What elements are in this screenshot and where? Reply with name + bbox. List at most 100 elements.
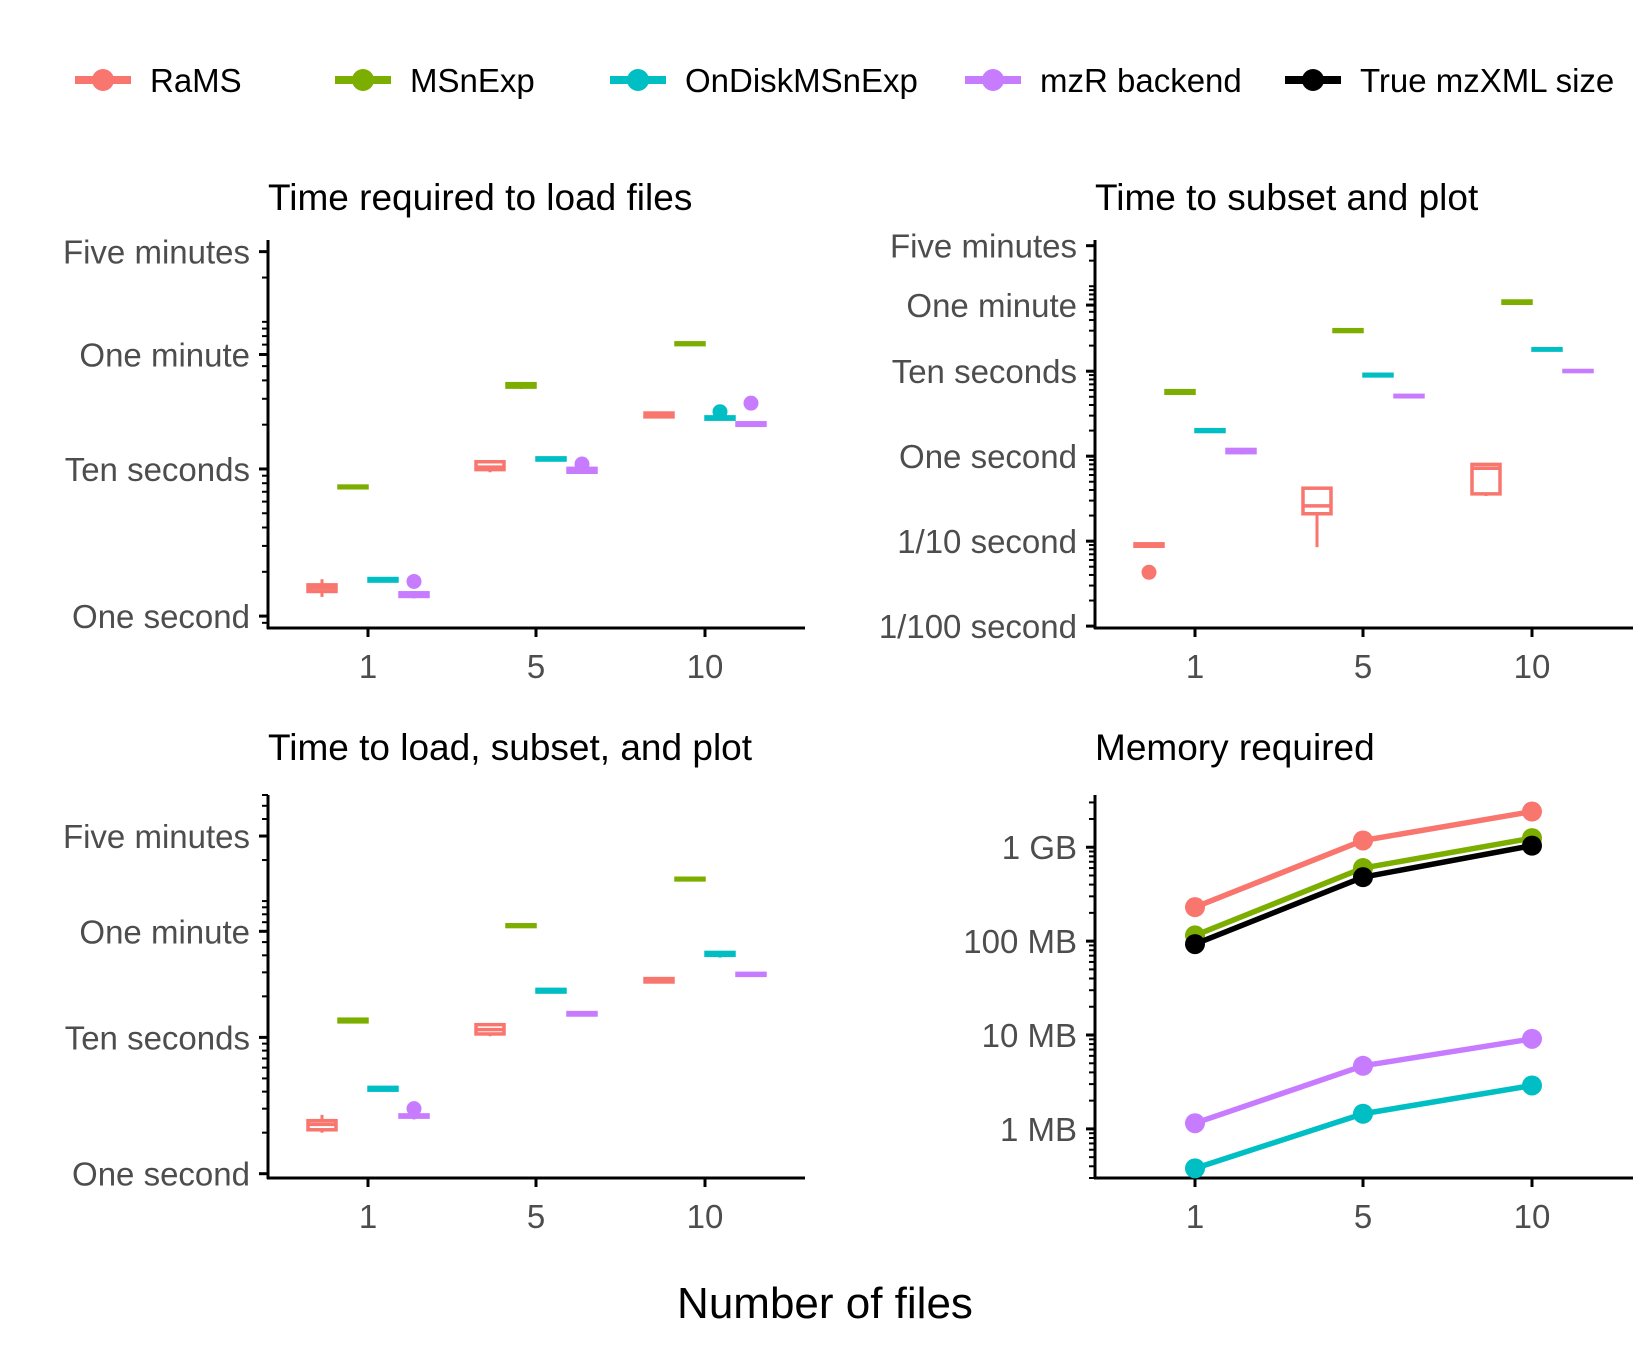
box-rams-10 <box>1470 462 1502 496</box>
series-rams <box>1133 462 1502 580</box>
box-ondisk-5 <box>535 987 567 994</box>
y-tick-label: Five minutes <box>890 228 1077 265</box>
panels: Time required to load files One second Ten… <box>63 177 1633 1235</box>
data-point <box>1353 867 1373 888</box>
panel-2: Time to subset and plot 1/100 second 1/10 … <box>879 177 1633 685</box>
series-rams <box>1185 801 1542 918</box>
box-ondisk-1 <box>1194 427 1226 434</box>
series-mzr <box>1185 1028 1542 1134</box>
legend-item-rams: RaMS <box>75 62 242 99</box>
y-tick-label: Five minutes <box>63 234 250 271</box>
series-rams <box>306 976 675 1133</box>
series-ondisk <box>1185 1075 1542 1179</box>
series-mzr <box>398 395 767 599</box>
legend-item-true: True mzXML size <box>1285 62 1614 99</box>
panel-title: Time to subset and plot <box>1095 177 1479 218</box>
x-tick-label: 5 <box>527 1198 545 1235</box>
series-msnexp <box>1164 299 1533 396</box>
box-outlier <box>712 404 728 420</box>
y-tick-label: One minute <box>906 287 1077 324</box>
series-ondisk <box>367 404 736 583</box>
box-msnexp-10 <box>674 341 706 347</box>
box-outlier <box>1141 564 1157 580</box>
panel-title: Time required to load files <box>268 177 692 218</box>
panel-1: Time required to load files One second Ten… <box>63 177 805 685</box>
y-tick-label: 1 MB <box>1000 1111 1077 1148</box>
panel-3: Time to load, subset, and plot One second… <box>63 727 805 1235</box>
series-ondisk <box>1194 346 1563 434</box>
box-rams-5 <box>1301 486 1333 548</box>
panel-4: Memory required 1 MB 10 MB 100 MB 1 GB 1 5 10 <box>963 727 1633 1235</box>
y-tick-label: Ten seconds <box>65 1019 250 1056</box>
x-tick-label: 1 <box>1186 1198 1204 1235</box>
x-tick-label: 10 <box>1514 1198 1551 1235</box>
y-tick-label: 10 MB <box>982 1017 1077 1054</box>
box-mzr-1 <box>1225 447 1257 455</box>
y-tick-label: 1 GB <box>1002 829 1077 866</box>
x-tick-label: 10 <box>687 1198 724 1235</box>
box-ondisk-10 <box>1531 346 1563 352</box>
data-point <box>1522 835 1542 856</box>
box-outlier <box>743 395 759 411</box>
y-tick-label: Ten seconds <box>65 451 250 488</box>
box-msnexp-5 <box>505 381 537 389</box>
y-tick-label: 100 MB <box>963 923 1077 960</box>
box-rams-10 <box>643 411 675 419</box>
series-line <box>1192 1082 1535 1172</box>
legend-key-point <box>92 69 114 91</box>
y-tick-label: Ten seconds <box>892 353 1077 390</box>
box-msnexp-10 <box>1501 299 1533 306</box>
x-tick-label: 5 <box>1354 648 1372 685</box>
box-rams-5 <box>474 459 506 473</box>
box-outlier <box>406 573 422 589</box>
x-axis-title: Number of files <box>677 1279 973 1328</box>
legend-label: MSnExp <box>410 62 535 99</box>
x-tick-label: 10 <box>1514 648 1551 685</box>
y-tick-label: 1/10 second <box>897 523 1077 560</box>
y-tick-label: One minute <box>79 913 250 950</box>
box-mzr-5 <box>566 1010 598 1017</box>
legend-key-point <box>352 69 374 91</box>
box-ondisk-10 <box>704 950 736 958</box>
data-point <box>1522 801 1542 822</box>
legend: RaMS MSnExp OnDiskMSnExp mzR backend True mz… <box>75 62 1614 99</box>
data-point <box>1185 1158 1205 1179</box>
box-rams-5 <box>474 1022 506 1037</box>
box-rams-10 <box>643 976 675 984</box>
data-point <box>1353 1055 1373 1076</box>
y-tick-label: One second <box>899 438 1077 475</box>
data-point <box>1522 1075 1542 1096</box>
data-point <box>1185 1113 1205 1134</box>
box-iqr <box>1301 486 1333 516</box>
box-msnexp-5 <box>505 923 537 929</box>
legend-item-ondisk: OnDiskMSnExp <box>610 62 918 99</box>
box-ondisk-1 <box>367 576 399 583</box>
y-tick-label: 1/100 second <box>879 608 1077 645</box>
legend-key-point <box>982 69 1004 91</box>
data-point <box>1522 1028 1542 1049</box>
panel-title: Memory required <box>1095 727 1375 768</box>
y-tick-label: One second <box>72 598 250 635</box>
data-point <box>1185 897 1205 918</box>
box-ondisk-5 <box>1362 372 1394 378</box>
x-tick-label: 1 <box>1186 648 1204 685</box>
series-rams <box>306 411 675 597</box>
y-tick-label: One second <box>72 1156 250 1193</box>
box-rams-1 <box>306 1114 338 1133</box>
box-mzr-10 <box>735 395 767 428</box>
legend-key-point <box>1302 69 1324 91</box>
box-ondisk-10 <box>704 404 736 421</box>
box-mzr-1 <box>398 1101 430 1120</box>
legend-label: OnDiskMSnExp <box>685 62 918 99</box>
series-msnexp <box>337 341 706 490</box>
x-tick-label: 10 <box>687 648 724 685</box>
y-tick-label: Five minutes <box>63 818 250 855</box>
box-msnexp-10 <box>674 876 706 882</box>
data-point <box>1353 830 1373 851</box>
data-point <box>1353 1103 1373 1124</box>
series-true <box>1185 835 1542 955</box>
x-tick-label: 5 <box>1354 1198 1372 1235</box>
legend-label: mzR backend <box>1040 62 1242 99</box>
legend-key-point <box>627 69 649 91</box>
